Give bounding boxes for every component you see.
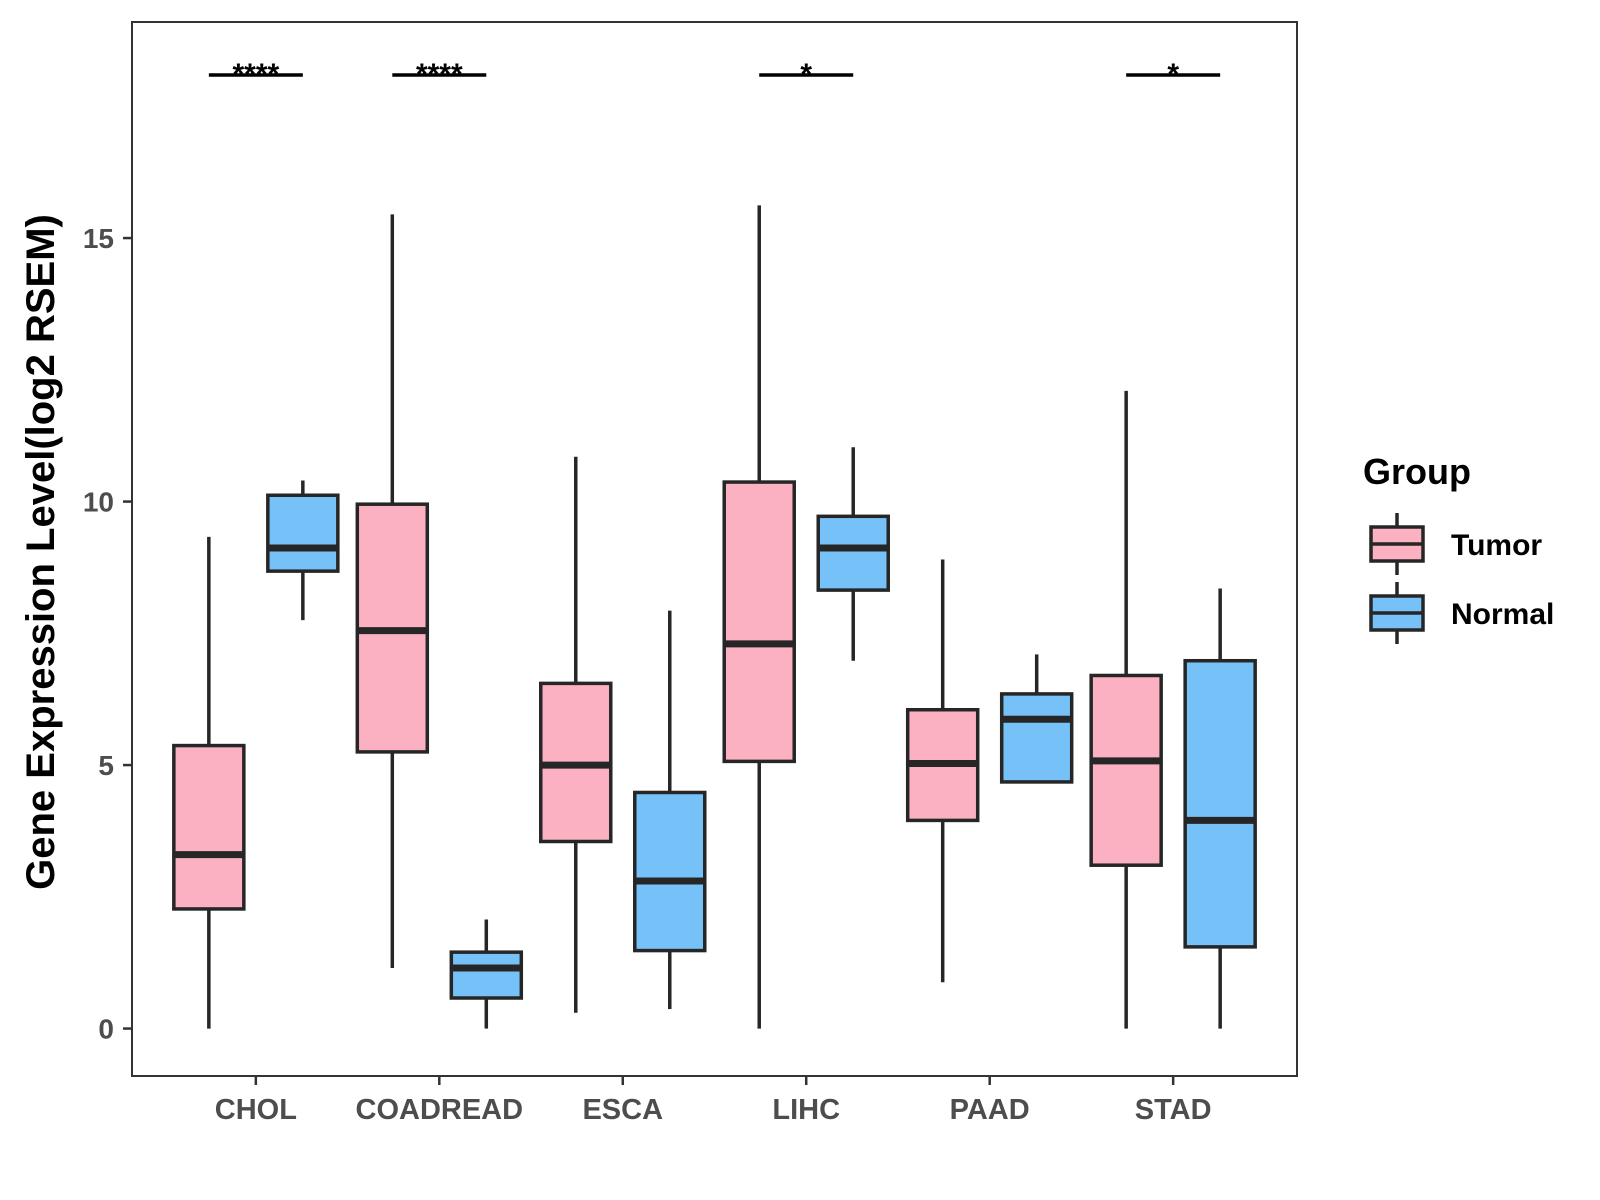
legend-title: Group — [1363, 451, 1471, 492]
x-tick-label-chol: CHOL — [215, 1094, 297, 1126]
y-tick-label: 10 — [83, 487, 114, 518]
significance-lihc: * — [759, 58, 854, 91]
box-tumor-chol — [172, 536, 246, 1029]
box-tumor-stad — [1089, 390, 1163, 1029]
box-tumor-paad — [905, 559, 980, 983]
legend-item-tumor: Tumor — [1369, 513, 1542, 575]
legend-item-normal: Normal — [1369, 582, 1554, 644]
significance-stad: * — [1126, 58, 1221, 91]
legend-label: Tumor — [1451, 529, 1542, 562]
box-tumor-esca — [539, 456, 613, 1013]
box-body-tumor-lihc — [722, 480, 796, 764]
box-normal-lihc — [816, 447, 890, 661]
box-normal-esca — [633, 610, 707, 1010]
x-axis: CHOL COADREAD ESCA LIHC PAAD STAD — [215, 1076, 1212, 1126]
significance-label: * — [1167, 58, 1179, 91]
significance-label: **** — [416, 58, 463, 91]
y-tick-label: 0 — [98, 1014, 114, 1045]
significance-chol: **** — [208, 58, 303, 91]
box-body-tumor-chol — [172, 743, 246, 911]
significance-layer: **** **** * * — [208, 58, 1221, 91]
box-body-normal-lihc — [816, 514, 890, 592]
x-tick-label-coadread: COADREAD — [356, 1094, 524, 1126]
x-tick-label-stad: STAD — [1135, 1094, 1212, 1126]
box-body-normal-stad — [1183, 658, 1257, 949]
y-axis-title: Gene Expression Level(log2 RSEM) — [19, 214, 63, 890]
boxes-layer — [172, 205, 1257, 1029]
box-tumor-lihc — [722, 205, 796, 1029]
significance-coadread: **** — [392, 58, 487, 91]
x-tick-label-esca: ESCA — [582, 1094, 663, 1126]
legend: Group Tumor Normal — [1363, 451, 1554, 644]
box-body-normal-esca — [633, 790, 707, 953]
y-tick-label: 15 — [83, 223, 114, 254]
significance-label: * — [800, 58, 812, 91]
significance-label: **** — [232, 58, 279, 91]
box-tumor-coadread — [355, 214, 430, 968]
x-tick-label-paad: PAAD — [950, 1094, 1030, 1126]
y-tick-label: 5 — [98, 750, 114, 781]
x-tick-label-lihc: LIHC — [772, 1094, 840, 1126]
box-normal-chol — [266, 480, 340, 621]
box-body-normal-chol — [266, 493, 340, 573]
legend-label: Normal — [1451, 598, 1554, 631]
box-normal-paad — [999, 654, 1074, 784]
box-normal-stad — [1183, 588, 1257, 1029]
box-body-normal-paad — [999, 692, 1074, 784]
box-body-tumor-stad — [1089, 673, 1163, 867]
y-axis: 0 5 10 15 — [83, 223, 132, 1045]
box-normal-coadread — [449, 919, 524, 1029]
box-body-normal-coadread — [449, 950, 524, 1000]
